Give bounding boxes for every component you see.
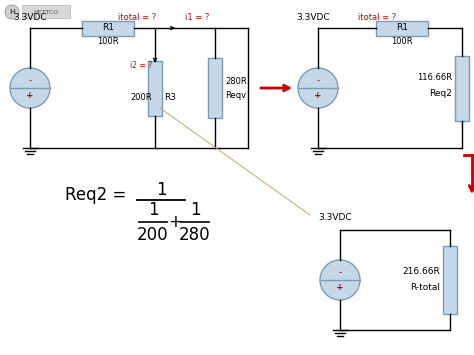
Circle shape [320,260,360,300]
Bar [376,21,428,36]
Text: R1: R1 [102,23,114,33]
Text: R1: R1 [396,23,408,33]
Text: 1: 1 [190,201,201,219]
Bar [443,246,457,314]
Text: Req2 =: Req2 = [65,186,127,204]
Text: Reqv: Reqv [225,92,246,100]
Text: 200R: 200R [130,93,152,103]
Text: 116.66R: 116.66R [417,73,452,82]
Text: 100R: 100R [97,37,119,45]
Text: 200: 200 [137,226,169,244]
Text: 100R: 100R [391,37,413,45]
Text: i1 = ?: i1 = ? [185,13,210,22]
Text: +: + [336,283,344,292]
Bar [22,5,70,18]
Text: 1: 1 [155,181,166,199]
Text: Req2: Req2 [429,89,452,98]
Text: 3.3VDC: 3.3VDC [13,13,47,22]
Text: R-total: R-total [410,284,440,293]
Text: R3: R3 [164,93,176,103]
Text: 280: 280 [179,226,211,244]
Text: -: - [28,76,32,85]
Text: 3.3VDC: 3.3VDC [318,213,352,223]
Bar [82,21,134,36]
Text: itotal = ?: itotal = ? [358,13,396,22]
Text: 280R: 280R [225,77,247,87]
Text: -: - [338,268,342,277]
Text: +: + [26,91,34,100]
Text: H: H [9,9,15,15]
Text: i2 = ?: i2 = ? [130,61,152,71]
Text: itotal = ?: itotal = ? [118,13,156,22]
Bar [148,60,162,115]
Circle shape [298,68,338,108]
Text: 1: 1 [148,201,158,219]
Text: +: + [168,213,182,231]
Circle shape [5,5,19,19]
Text: +: + [314,91,322,100]
Text: 216.66R: 216.66R [402,268,440,277]
Bar [455,55,469,120]
Bar [208,58,222,118]
Text: 3.3VDC: 3.3VDC [296,13,330,22]
Text: -: - [316,76,319,85]
Circle shape [10,68,50,108]
Text: HETTCO: HETTCO [33,10,59,15]
